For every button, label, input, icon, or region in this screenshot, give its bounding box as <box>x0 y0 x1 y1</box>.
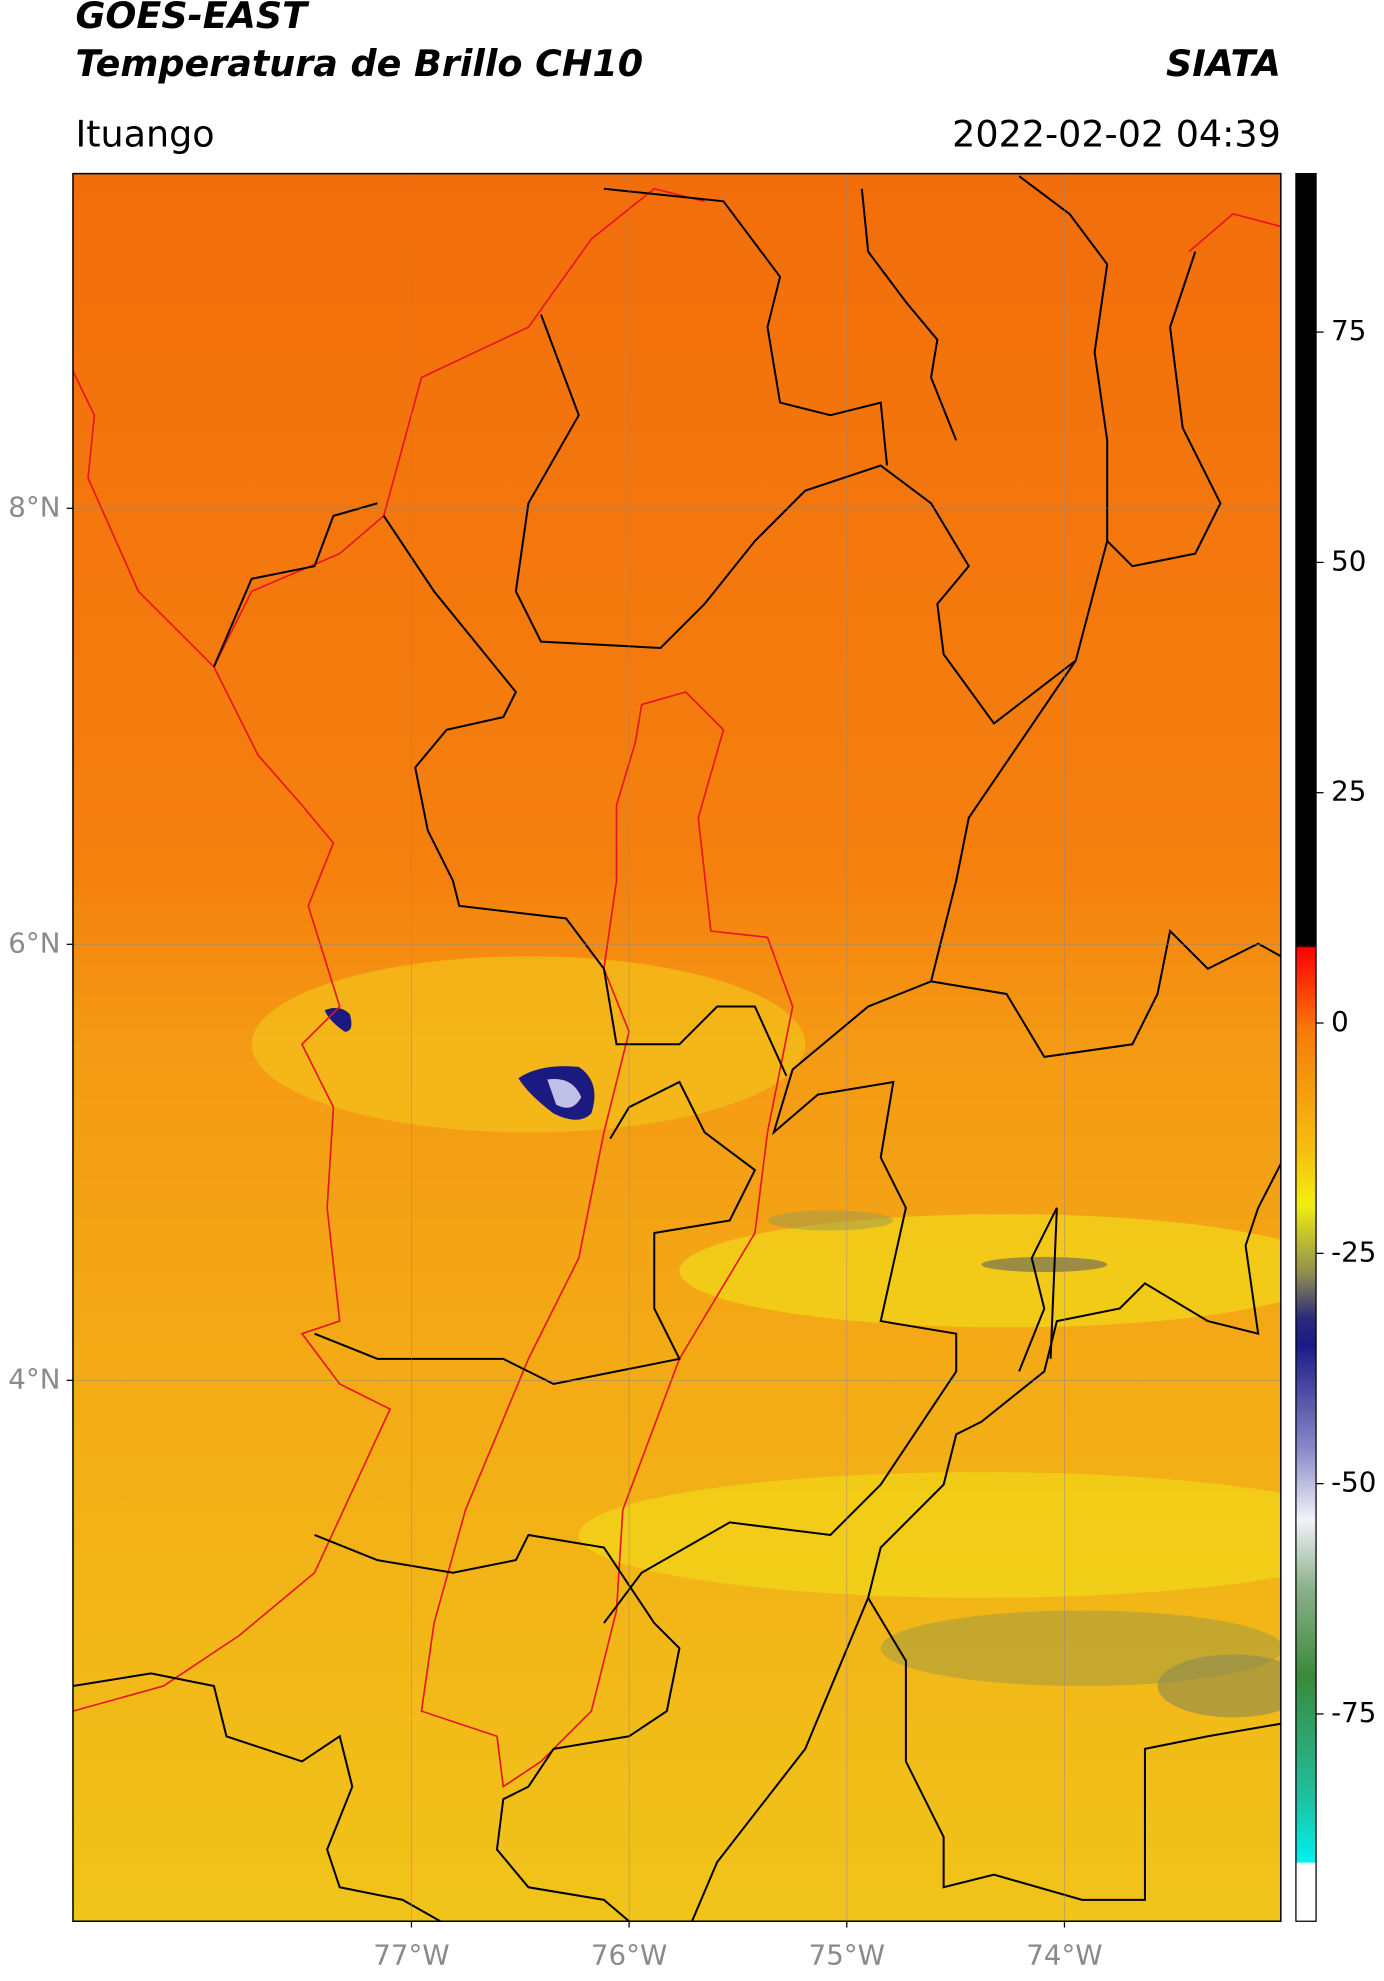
warm-band <box>578 1472 1281 1598</box>
department-border <box>514 175 1109 725</box>
colorbar-tick-label: 25 <box>1331 775 1366 808</box>
coastline <box>72 370 392 1712</box>
department-border <box>603 187 889 466</box>
department-border <box>382 515 788 1077</box>
y-tick-label: 8°N <box>8 490 60 523</box>
warm-band <box>679 1214 1281 1328</box>
cold-streak <box>1157 1654 1281 1718</box>
colorbar-tick-label: 0 <box>1331 1005 1349 1038</box>
coastline <box>1188 212 1281 253</box>
x-tick-label: 75°W <box>809 1938 885 1971</box>
colorbar-tick-label: -25 <box>1331 1235 1376 1268</box>
colorbar-tick-label: 75 <box>1331 314 1366 347</box>
cold-streak <box>767 1210 894 1231</box>
department-border <box>1018 1207 1058 1372</box>
coastline <box>213 187 705 668</box>
y-tick-label: 6°N <box>8 926 60 959</box>
x-tick-label: 76°W <box>591 1938 667 1971</box>
region-outline <box>420 691 794 1789</box>
department-border <box>314 1533 681 1922</box>
map-area <box>72 173 1281 1922</box>
cold-cloud-core <box>547 1078 582 1108</box>
graticule <box>72 173 1281 1922</box>
cold-streak <box>981 1256 1108 1273</box>
department-border <box>860 188 958 441</box>
department-border <box>867 1163 1281 1901</box>
department-border <box>691 1597 870 1922</box>
y-tick-label: 4°N <box>8 1362 60 1395</box>
location: Ituango <box>75 112 214 155</box>
x-tick-label: 74°W <box>1026 1938 1102 1971</box>
warm-band <box>251 956 806 1133</box>
colorbar-tick-label: 50 <box>1331 544 1366 577</box>
title: GOES-EAST <box>75 0 310 37</box>
colorbar-tick-label: -75 <box>1331 1696 1376 1729</box>
x-tick-label: 77°W <box>373 1938 449 1971</box>
datetime: 2022-02-02 04:39 <box>952 112 1281 155</box>
map-frame <box>72 172 1282 1922</box>
colorbar-tick-label: -50 <box>1331 1466 1376 1499</box>
department-border <box>1106 251 1222 568</box>
department-border <box>212 502 378 668</box>
department-border <box>72 1672 441 1922</box>
colorbar <box>1295 172 1317 1922</box>
source: SIATA <box>1166 42 1281 85</box>
department-border <box>314 1080 757 1386</box>
department-border <box>930 929 1281 1058</box>
subtitle: Temperatura de Brillo CH10 <box>75 42 643 85</box>
